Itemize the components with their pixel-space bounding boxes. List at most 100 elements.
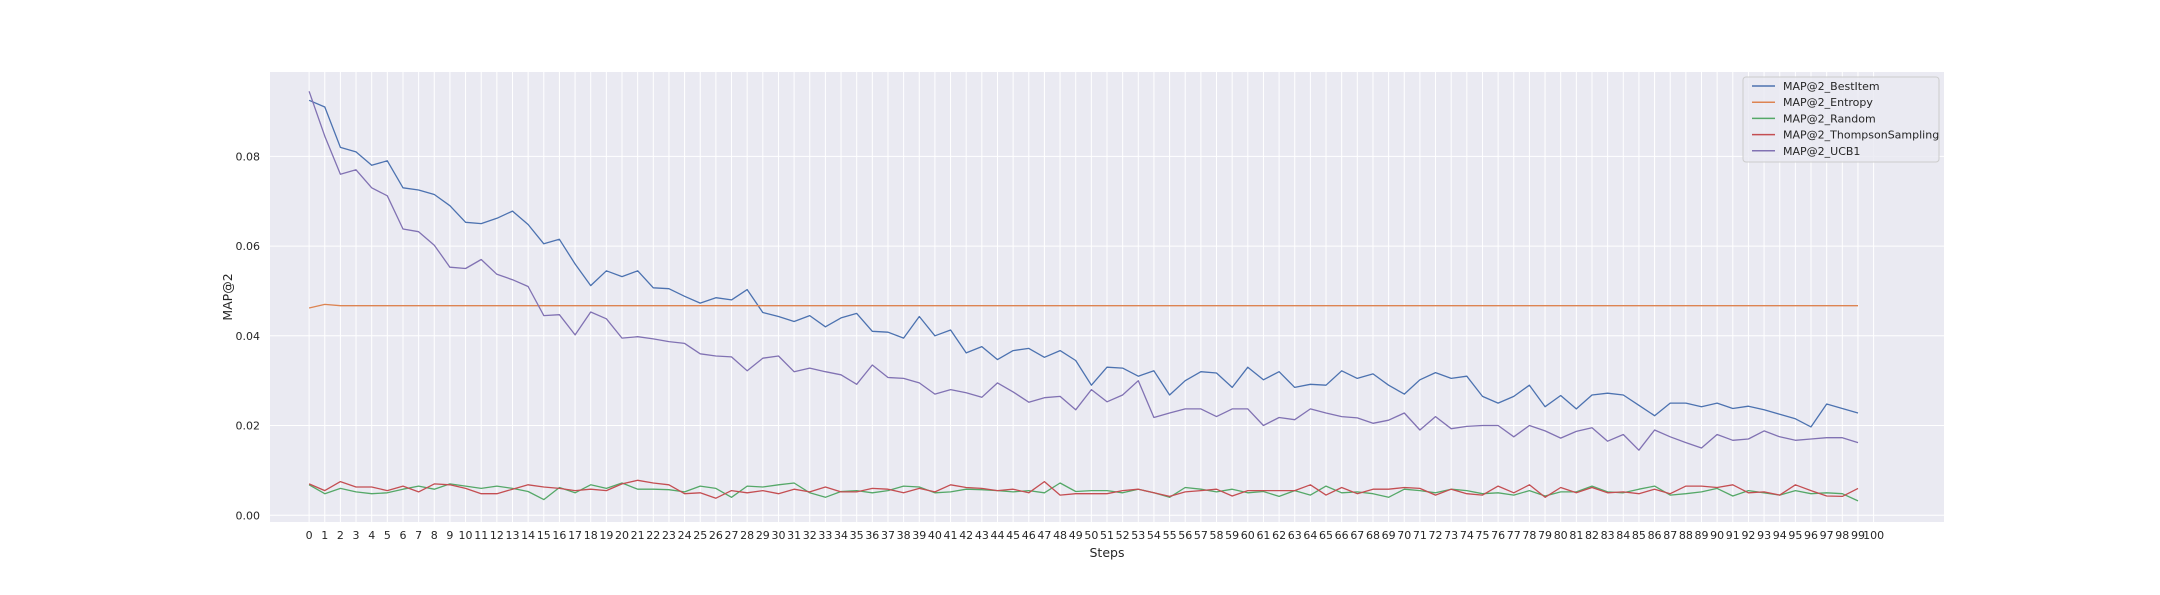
x-tick-label: 36 <box>865 529 879 542</box>
x-tick-label: 6 <box>399 529 406 542</box>
y-tick-label: 0.06 <box>236 240 261 253</box>
x-tick-label: 18 <box>584 529 598 542</box>
x-tick-label: 64 <box>1303 529 1317 542</box>
x-tick-label: 75 <box>1475 529 1489 542</box>
y-tick-labels: 0.00 0.02 0.04 0.06 0.08 <box>236 150 261 522</box>
series-line-map-2-bestitem <box>308 99 1859 428</box>
x-tick-label: 26 <box>709 529 723 542</box>
x-tick-label: 80 <box>1554 529 1568 542</box>
x-tick-label: 22 <box>646 529 660 542</box>
x-tick-label: 92 <box>1741 529 1755 542</box>
x-tick-label: 24 <box>678 529 692 542</box>
x-tick-label: 41 <box>944 529 958 542</box>
x-tick-label: 9 <box>446 529 453 542</box>
x-tick-label: 44 <box>990 529 1004 542</box>
x-tick-label: 23 <box>662 529 676 542</box>
x-tick-label: 62 <box>1272 529 1286 542</box>
x-tick-label: 93 <box>1757 529 1771 542</box>
series-line-map-2-entropy <box>308 303 1858 309</box>
x-tick-label: 77 <box>1507 529 1521 542</box>
y-tick-label: 0.04 <box>236 330 261 343</box>
x-tick-label: 40 <box>928 529 942 542</box>
legend: MAP@2_BestItem MAP@2_Entropy MAP@2_Random M… <box>1742 76 1940 163</box>
x-tick-label: 55 <box>1163 529 1177 542</box>
x-tick-label: 63 <box>1288 529 1302 542</box>
x-tick-label: 51 <box>1100 529 1114 542</box>
x-tick-label: 14 <box>521 529 535 542</box>
x-tick-label: 89 <box>1695 529 1709 542</box>
x-tick-label: 21 <box>631 529 645 542</box>
x-tick-label: 76 <box>1491 529 1505 542</box>
x-tick-label: 99 <box>1851 529 1865 542</box>
x-axis-label: Steps <box>1090 545 1125 560</box>
x-tick-label: 98 <box>1835 529 1849 542</box>
x-tick-label: 20 <box>615 529 629 542</box>
x-tick-label: 73 <box>1444 529 1458 542</box>
x-tick-label: 32 <box>803 529 817 542</box>
x-tick-label: 95 <box>1788 529 1802 542</box>
x-tick-label: 19 <box>599 529 613 542</box>
x-tick-label: 45 <box>1006 529 1020 542</box>
x-tick-label: 8 <box>431 529 438 542</box>
x-tick-label: 60 <box>1241 529 1255 542</box>
x-tick-label: 39 <box>912 529 926 542</box>
x-tick-label: 91 <box>1726 529 1740 542</box>
x-tick-label: 1 <box>321 529 328 542</box>
legend-label: MAP@2_UCB1 <box>1783 145 1860 158</box>
x-tick-label: 13 <box>505 529 519 542</box>
x-tick-label: 67 <box>1350 529 1364 542</box>
x-tick-label: 94 <box>1773 529 1787 542</box>
x-tick-label: 15 <box>537 529 551 542</box>
x-tick-label: 97 <box>1820 529 1834 542</box>
legend-box <box>1742 76 1940 163</box>
series-line-map-2-thompsonsampling <box>308 479 1859 499</box>
x-tick-label: 65 <box>1319 529 1333 542</box>
x-tick-label: 58 <box>1210 529 1224 542</box>
x-tick-label: 66 <box>1335 529 1349 542</box>
x-tick-label: 29 <box>756 529 770 542</box>
legend-label: MAP@2_Random <box>1783 112 1876 125</box>
x-tick-label: 28 <box>740 529 754 542</box>
x-tick-label: 88 <box>1679 529 1693 542</box>
x-tick-label: 69 <box>1382 529 1396 542</box>
x-tick-label: 72 <box>1429 529 1443 542</box>
x-tick-label: 25 <box>693 529 707 542</box>
x-tick-label: 100 <box>1863 529 1884 542</box>
y-tick-label: 0.00 <box>236 509 261 522</box>
x-tick-label: 52 <box>1116 529 1130 542</box>
x-tick-label: 82 <box>1585 529 1599 542</box>
x-tick-label: 3 <box>353 529 360 542</box>
x-tick-label: 70 <box>1397 529 1411 542</box>
x-tick-label: 17 <box>568 529 582 542</box>
x-tick-labels: 0 1 2 3 4 5 6 7 8 9 10 11 12 13 14 15 16 17 18 19 20 21 22 23 24… <box>306 529 1884 542</box>
x-tick-label: 47 <box>1037 529 1051 542</box>
x-tick-label: 53 <box>1131 529 1145 542</box>
x-tick-label: 34 <box>834 529 848 542</box>
x-tick-label: 84 <box>1616 529 1630 542</box>
x-tick-label: 0 <box>306 529 313 542</box>
x-tick-label: 49 <box>1069 529 1083 542</box>
x-tick-label: 38 <box>897 529 911 542</box>
x-tick-label: 85 <box>1632 529 1646 542</box>
y-tick-label: 0.08 <box>236 150 261 163</box>
series-line-map-2-ucb1 <box>308 91 1859 451</box>
x-tick-label: 81 <box>1569 529 1583 542</box>
x-tick-label: 71 <box>1413 529 1427 542</box>
x-tick-label: 54 <box>1147 529 1161 542</box>
x-tick-label: 37 <box>881 529 895 542</box>
x-tick-label: 90 <box>1710 529 1724 542</box>
y-tick-label: 0.02 <box>236 420 261 433</box>
x-tick-label: 86 <box>1648 529 1662 542</box>
x-tick-label: 96 <box>1804 529 1818 542</box>
x-tick-label: 83 <box>1601 529 1615 542</box>
x-tick-label: 61 <box>1256 529 1270 542</box>
x-tick-label: 48 <box>1053 529 1067 542</box>
x-tick-label: 30 <box>771 529 785 542</box>
x-tick-label: 5 <box>384 529 391 542</box>
x-tick-label: 43 <box>975 529 989 542</box>
x-tick-label: 78 <box>1522 529 1536 542</box>
x-tick-label: 27 <box>725 529 739 542</box>
x-tick-label: 7 <box>415 529 422 542</box>
x-tick-label: 87 <box>1663 529 1677 542</box>
y-axis-label: MAP@2 <box>220 273 235 320</box>
